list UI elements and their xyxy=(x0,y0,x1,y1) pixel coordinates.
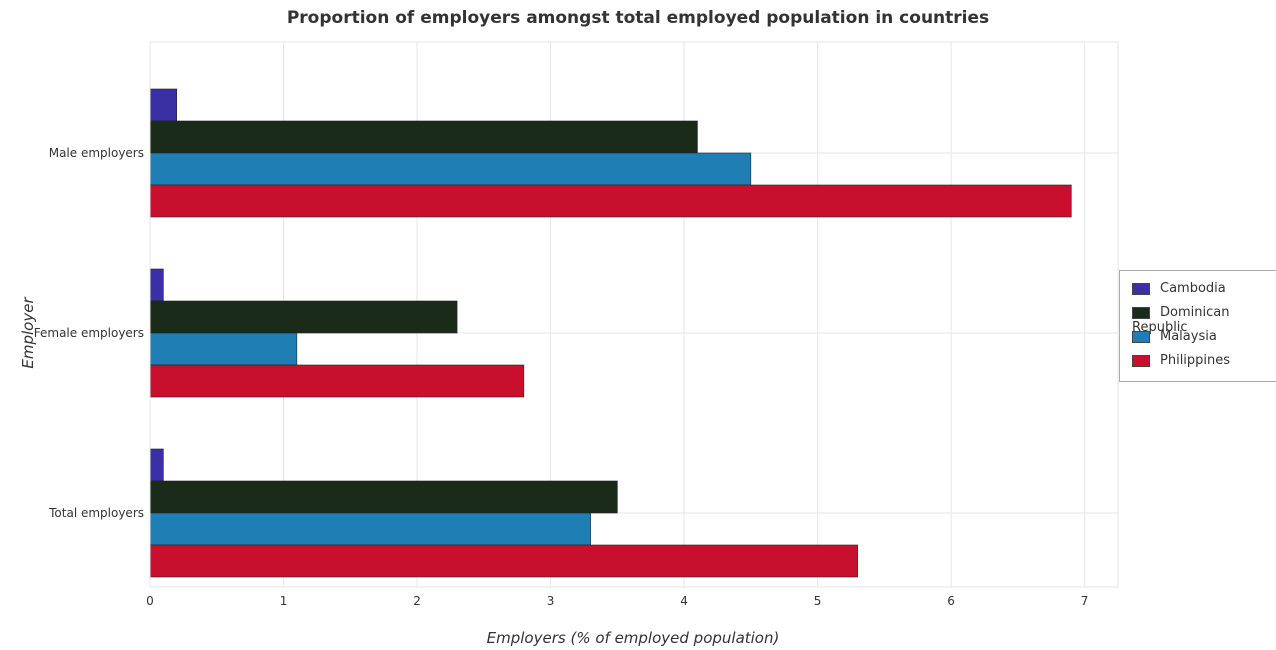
x-tick-label: 6 xyxy=(947,594,955,608)
legend-item-dominican-republic: Dominican Republic xyxy=(1132,305,1276,335)
legend-item-cambodia: Cambodia xyxy=(1132,281,1226,301)
axes: 0 1 2 3 4 5 6 7 Total employers Female employers M… xyxy=(34,41,1119,608)
bar xyxy=(149,544,858,578)
bar xyxy=(149,332,298,366)
bar xyxy=(149,364,525,398)
legend-swatch xyxy=(1132,306,1150,319)
y-tick-label: Total employers xyxy=(48,506,144,520)
chart-title: Proportion of employers amongst total em… xyxy=(286,8,990,28)
bar xyxy=(149,120,698,154)
bar xyxy=(149,300,458,334)
legend: Cambodia Dominican Republic Malaysia Phi… xyxy=(1119,270,1276,382)
legend-swatch xyxy=(1132,330,1150,343)
x-tick-label: 1 xyxy=(280,594,288,608)
legend-label: Malaysia xyxy=(1160,329,1217,344)
bar xyxy=(149,268,164,302)
legend-swatch xyxy=(1132,354,1150,367)
bar xyxy=(149,480,618,514)
legend-swatch xyxy=(1132,282,1150,295)
legend-label: Philippines xyxy=(1160,353,1231,368)
x-tick-label: 3 xyxy=(547,594,555,608)
bar xyxy=(149,152,752,186)
bar xyxy=(149,448,164,482)
legend-label: Cambodia xyxy=(1160,281,1226,296)
plot-frame xyxy=(149,41,1119,588)
y-tick-label: Male employers xyxy=(49,146,144,160)
x-tick-label: 7 xyxy=(1081,594,1089,608)
x-axis-label: Employers (% of employed population) xyxy=(487,629,780,647)
legend-item-malaysia: Malaysia xyxy=(1132,329,1217,349)
bars xyxy=(149,88,1072,578)
bar xyxy=(149,512,591,546)
bar xyxy=(149,88,178,122)
y-axis-label: Employer xyxy=(19,297,37,369)
y-tick-label: Female employers xyxy=(34,326,144,340)
bar xyxy=(149,184,1072,218)
legend-item-philippines: Philippines xyxy=(1132,353,1230,373)
x-tick-label: 5 xyxy=(814,594,822,608)
x-tick-label: 2 xyxy=(413,594,421,608)
x-tick-label: 0 xyxy=(146,594,154,608)
x-tick-label: 4 xyxy=(680,594,688,608)
